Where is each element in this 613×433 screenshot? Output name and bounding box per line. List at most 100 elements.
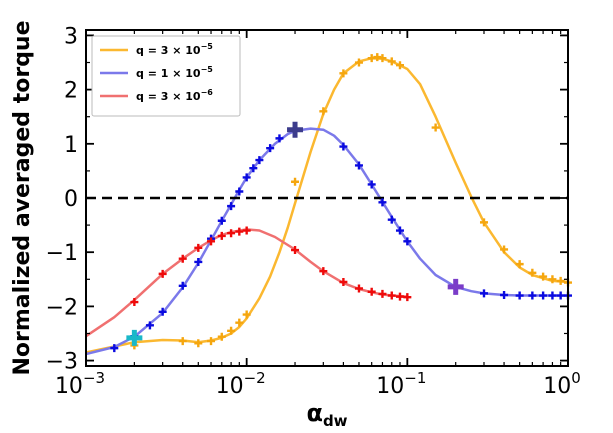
x-tick-label-exponent: −3 xyxy=(83,369,105,387)
data-point-series-3 xyxy=(367,287,376,296)
x-tick-label-base: 10 xyxy=(216,374,244,399)
x-tick-label: 100 xyxy=(543,369,581,399)
legend-label-text: q = 1 × 10 xyxy=(136,67,201,80)
legend-label-exponent: −6 xyxy=(201,88,214,97)
legend-label-exponent: −5 xyxy=(201,65,214,74)
data-point-series-3 xyxy=(178,254,187,263)
data-point-series-2 xyxy=(158,307,167,316)
y-tick-label: 3 xyxy=(64,24,78,49)
x-tick-label-base: 10 xyxy=(376,374,404,399)
highlight-markers xyxy=(126,121,464,346)
data-point-series-1 xyxy=(217,332,226,341)
data-point-series-2 xyxy=(255,156,264,165)
data-point-series-1 xyxy=(479,218,488,227)
legend-label-exponent: −5 xyxy=(201,42,214,51)
data-point-series-1 xyxy=(235,318,244,327)
data-point-series-2 xyxy=(556,291,565,300)
data-point-series-3 xyxy=(130,298,139,307)
data-point-series-2 xyxy=(387,215,396,224)
data-point-series-2 xyxy=(235,187,244,196)
x-tick-label: 10−2 xyxy=(216,369,266,399)
x-axis-title-main: α xyxy=(306,399,323,427)
data-point-series-3 xyxy=(242,226,251,235)
data-point-series-1 xyxy=(539,272,548,281)
y-tick-label: 2 xyxy=(64,79,78,104)
data-point-series-1 xyxy=(500,245,509,254)
data-point-series-3 xyxy=(395,292,404,301)
x-tick-label: 10−1 xyxy=(376,369,426,399)
y-tick-label: −2 xyxy=(46,295,78,320)
legend-label-3: q = 3 × 10−6 xyxy=(136,88,213,103)
highlight-point xyxy=(126,329,143,346)
data-point-series-2 xyxy=(500,291,509,300)
data-point-series-1 xyxy=(431,123,440,132)
legend-label-2: q = 1 × 10−5 xyxy=(136,65,213,80)
data-point-series-2 xyxy=(479,289,488,298)
highlight-point xyxy=(287,121,304,138)
data-point-series-2 xyxy=(378,198,387,207)
data-point-series-2 xyxy=(227,202,236,211)
x-tick-label-exponent: −2 xyxy=(244,369,266,387)
y-tick-label: 1 xyxy=(64,133,78,158)
x-tick-label: 10−3 xyxy=(55,369,105,399)
data-point-series-2 xyxy=(275,134,284,143)
data-point-series-3 xyxy=(217,231,226,240)
data-point-series-3 xyxy=(235,227,244,236)
data-point-series-1 xyxy=(291,177,300,186)
data-point-series-1 xyxy=(339,69,348,78)
data-point-series-1 xyxy=(227,326,236,335)
y-tick-label: 0 xyxy=(64,187,78,212)
legend-box xyxy=(91,35,241,117)
data-point-series-2 xyxy=(145,321,154,330)
data-point-series-1 xyxy=(528,268,537,277)
data-point-series-1 xyxy=(242,310,251,319)
data-point-series-3 xyxy=(354,284,363,293)
data-point-series-2 xyxy=(367,180,376,189)
data-point-series-2 xyxy=(110,344,119,353)
data-point-series-1 xyxy=(194,339,203,348)
data-point-series-3 xyxy=(319,267,328,276)
data-point-series-2 xyxy=(242,173,251,182)
data-point-series-3 xyxy=(403,293,412,302)
data-point-series-3 xyxy=(207,237,216,246)
data-point-series-3 xyxy=(339,278,348,286)
data-point-series-2 xyxy=(403,237,412,246)
data-point-series-1 xyxy=(319,107,328,116)
legend-label-text: q = 3 × 10 xyxy=(136,44,201,57)
data-point-series-2 xyxy=(539,291,548,300)
x-tick-label-base: 10 xyxy=(543,374,571,399)
y-tick-label: −3 xyxy=(46,350,78,375)
data-point-series-1 xyxy=(515,260,524,269)
data-point-series-2 xyxy=(339,142,348,151)
series-line-3 xyxy=(85,228,408,338)
data-point-series-2 xyxy=(528,291,537,300)
series-markers xyxy=(110,53,572,353)
y-tick-label: −1 xyxy=(46,241,78,266)
data-point-series-3 xyxy=(227,229,236,238)
data-point-series-1 xyxy=(387,57,396,66)
data-point-series-3 xyxy=(387,291,396,300)
x-tick-label-exponent: 0 xyxy=(571,369,581,387)
data-point-series-3 xyxy=(158,269,167,278)
data-point-series-2 xyxy=(249,164,258,173)
legend-label-text: q = 3 × 10 xyxy=(136,90,201,103)
data-point-series-1 xyxy=(548,275,557,284)
data-point-series-2 xyxy=(395,226,404,235)
data-point-series-1 xyxy=(207,337,216,346)
data-point-series-2 xyxy=(548,291,557,300)
data-point-series-3 xyxy=(291,246,300,255)
data-point-series-3 xyxy=(194,243,203,252)
legend-label-1: q = 3 × 10−5 xyxy=(136,42,213,57)
y-axis-title: Normalized averaged torque xyxy=(10,20,35,375)
legend: q = 3 × 10−5q = 1 × 10−5q = 3 × 10−6 xyxy=(91,35,241,117)
data-point-series-2 xyxy=(266,144,275,153)
data-point-series-1 xyxy=(178,337,187,346)
data-point-series-2 xyxy=(354,161,363,170)
data-point-series-2 xyxy=(217,216,226,225)
data-point-series-1 xyxy=(354,58,363,67)
data-point-series-3 xyxy=(378,289,387,298)
x-tick-label-base: 10 xyxy=(55,374,83,399)
